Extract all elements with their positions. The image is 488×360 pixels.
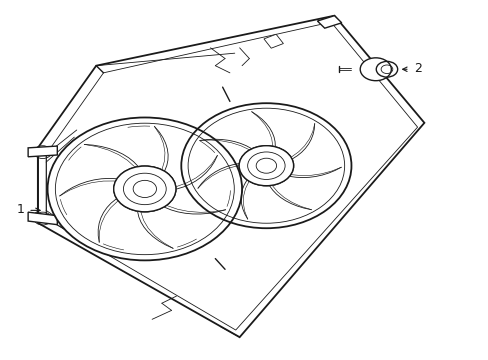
Text: 2: 2 xyxy=(413,62,421,75)
Polygon shape xyxy=(28,212,57,225)
Circle shape xyxy=(114,166,176,212)
Circle shape xyxy=(239,146,293,186)
Circle shape xyxy=(239,146,293,186)
Circle shape xyxy=(114,166,176,212)
Polygon shape xyxy=(264,34,283,48)
Polygon shape xyxy=(38,16,424,337)
Polygon shape xyxy=(28,146,57,157)
Polygon shape xyxy=(317,16,341,28)
Circle shape xyxy=(181,103,351,228)
Text: 1: 1 xyxy=(17,203,25,216)
Circle shape xyxy=(360,58,390,81)
Circle shape xyxy=(47,117,242,260)
